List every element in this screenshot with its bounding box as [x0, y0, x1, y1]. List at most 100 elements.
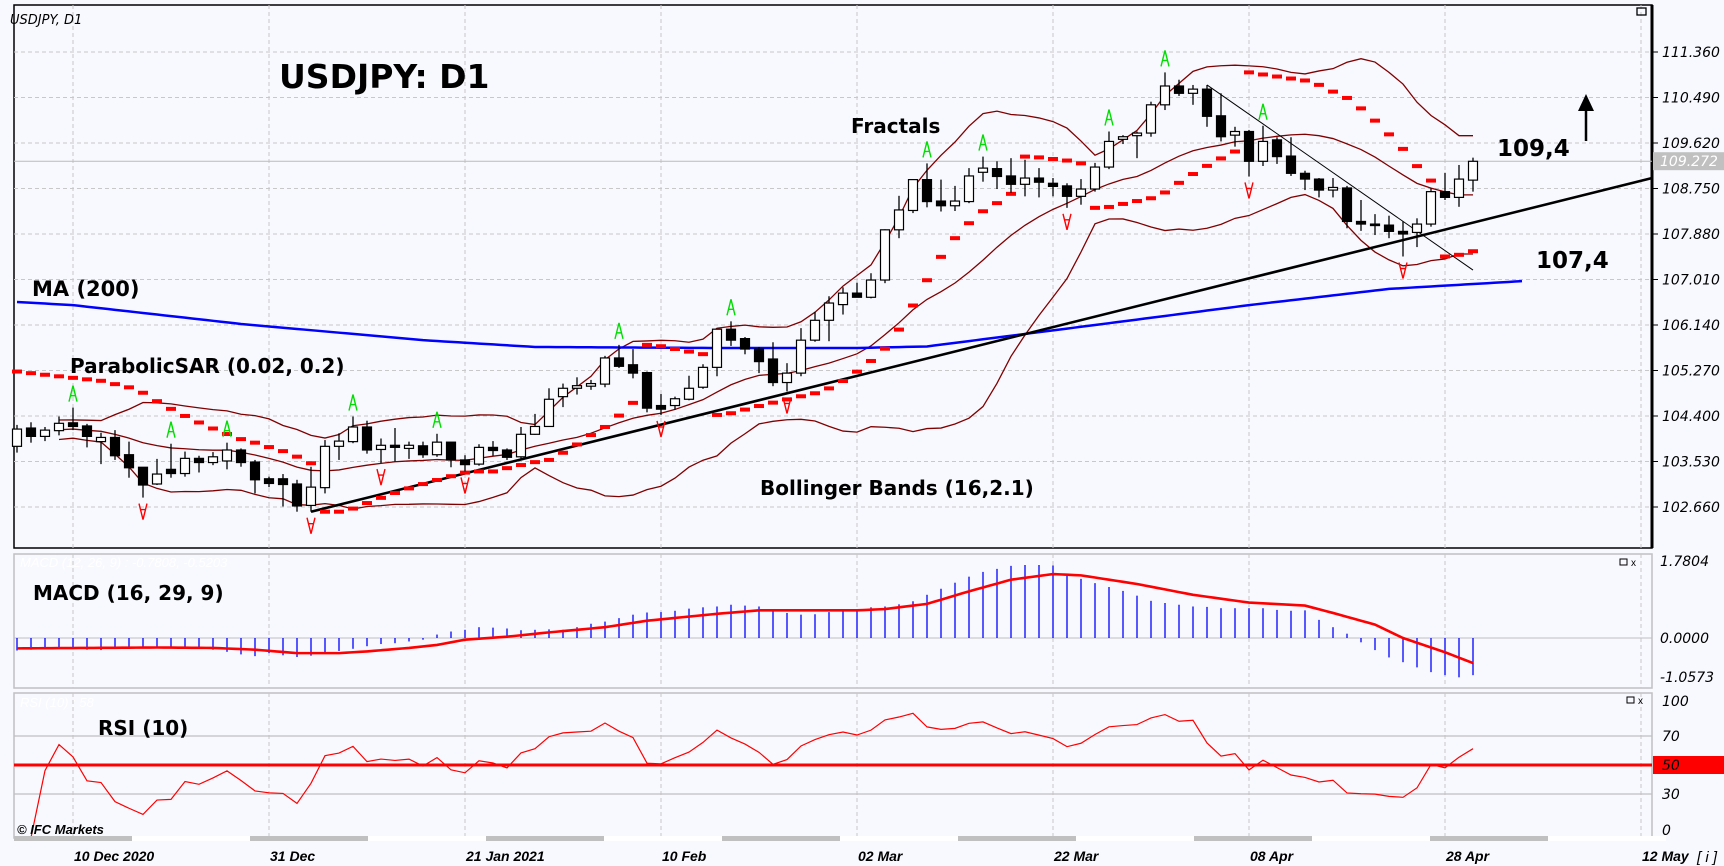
- bullish-candle: [571, 385, 583, 389]
- psar-dot: [348, 506, 358, 511]
- bullish-candle: [1187, 88, 1199, 94]
- psar-dot: [558, 450, 568, 455]
- macd-label: MACD (16, 29, 9): [33, 581, 224, 605]
- bearish-candle: [361, 426, 373, 451]
- psar-dot: [502, 466, 512, 471]
- close-rsi-icon[interactable]: x: [1638, 696, 1643, 707]
- date-tick-label: 28 Apr: [1445, 848, 1491, 864]
- bullish-candle: [557, 387, 569, 398]
- bearish-candle: [235, 449, 247, 464]
- psar-dot: [1132, 199, 1142, 204]
- time-scroll-segment: [840, 836, 958, 841]
- fractal-down-icon: [138, 503, 148, 520]
- psar-dot: [614, 413, 624, 418]
- time-scroll-segment: [1076, 836, 1194, 841]
- maximize-main-icon[interactable]: [1636, 7, 1647, 16]
- maximize-rsi-icon[interactable]: [1626, 696, 1635, 704]
- bearish-candle: [501, 449, 513, 458]
- fractal-up-icon: [922, 141, 932, 158]
- bullish-candle: [697, 366, 709, 388]
- macd-panel-controls[interactable]: x: [1619, 558, 1636, 569]
- psar-dot: [796, 394, 806, 399]
- psar-dot: [1468, 249, 1478, 254]
- bullish-candle: [515, 433, 527, 458]
- psar-dot: [1342, 95, 1352, 100]
- psar-dot: [992, 201, 1002, 206]
- current-price-label: 109.272: [1660, 154, 1718, 170]
- psar-dot: [26, 371, 36, 376]
- macd-tick-label: -1.0573: [1660, 670, 1714, 686]
- psar-dot: [1090, 205, 1100, 210]
- psar-dot: [1104, 204, 1114, 209]
- time-scroll-segment: [1194, 836, 1312, 841]
- bearish-candle: [1201, 88, 1213, 117]
- psar-dot: [1020, 154, 1030, 159]
- psar-dot: [1300, 78, 1310, 83]
- psar-dot: [1258, 72, 1268, 77]
- bearish-candle: [1397, 230, 1409, 235]
- psar-dot: [1202, 163, 1212, 168]
- rsi-label: RSI (10): [98, 716, 188, 740]
- bullish-candle: [319, 445, 331, 489]
- psar-dot: [404, 486, 414, 491]
- maximize-macd-icon[interactable]: [1619, 558, 1628, 566]
- psar-dot: [1328, 89, 1338, 94]
- rsi-panel-controls[interactable]: x: [1626, 696, 1643, 707]
- psar-dot: [152, 399, 162, 404]
- bearish-candle: [249, 461, 261, 481]
- bearish-candle: [165, 468, 177, 475]
- psar-dot: [138, 390, 148, 395]
- time-scroll-segment: [1430, 836, 1548, 841]
- bearish-candle: [1047, 182, 1059, 188]
- price-tick-label: 109.620: [1662, 136, 1720, 152]
- psar-dot: [768, 400, 778, 405]
- bullish-candle: [669, 398, 681, 407]
- psar-dot: [852, 369, 862, 374]
- bearish-candle: [739, 337, 751, 350]
- bullish-candle: [39, 429, 51, 437]
- psar-dot: [572, 442, 582, 447]
- time-scroll-segment: [14, 836, 132, 841]
- psar-dot: [782, 397, 792, 402]
- bullish-candle: [893, 209, 905, 231]
- psar-dot: [306, 461, 316, 466]
- bearish-candle: [1383, 224, 1395, 232]
- bearish-candle: [613, 357, 625, 367]
- fractal-down-icon: [782, 397, 792, 414]
- price-tick-label: 103.530: [1662, 455, 1720, 471]
- bullish-candle: [305, 486, 317, 507]
- fractal-down-icon: [656, 420, 666, 438]
- macd-tick-label: 0.0000: [1660, 631, 1709, 647]
- psar-dot: [824, 386, 834, 391]
- psar-dot: [82, 377, 92, 382]
- psar-dot: [1244, 70, 1254, 75]
- fractal-up-icon: [978, 134, 988, 151]
- bearish-candle: [1285, 155, 1297, 174]
- bullish-candle: [795, 339, 807, 374]
- time-scroll-segment: [1548, 836, 1666, 841]
- psar-dot: [838, 379, 848, 384]
- psar-dot: [1454, 252, 1464, 257]
- info-button[interactable]: [ i ]: [1696, 849, 1718, 866]
- bullish-candle: [1425, 191, 1437, 225]
- psar-dot: [1034, 155, 1044, 160]
- bullish-candle: [11, 428, 23, 447]
- bearish-candle: [641, 371, 653, 409]
- close-macd-icon[interactable]: x: [1631, 558, 1636, 569]
- psar-dot: [250, 440, 260, 445]
- psar-dot: [432, 478, 442, 483]
- psar-dot: [670, 346, 680, 351]
- macd-panel: [13, 553, 1653, 689]
- stop-level-label: 107,4: [1536, 248, 1609, 274]
- bullish-candle: [1019, 177, 1031, 185]
- psar-dot: [698, 352, 708, 357]
- rsi-tick-label: 50: [1662, 758, 1680, 774]
- psar-dot: [208, 426, 218, 431]
- date-tick-label: 12 May: [1642, 848, 1690, 864]
- psar-dot: [1272, 74, 1282, 79]
- time-scroll-segment: [604, 836, 722, 841]
- psar-dot: [1440, 254, 1450, 259]
- psar-dot: [194, 420, 204, 425]
- bearish-candle: [991, 168, 1003, 178]
- psar-dot: [264, 445, 274, 450]
